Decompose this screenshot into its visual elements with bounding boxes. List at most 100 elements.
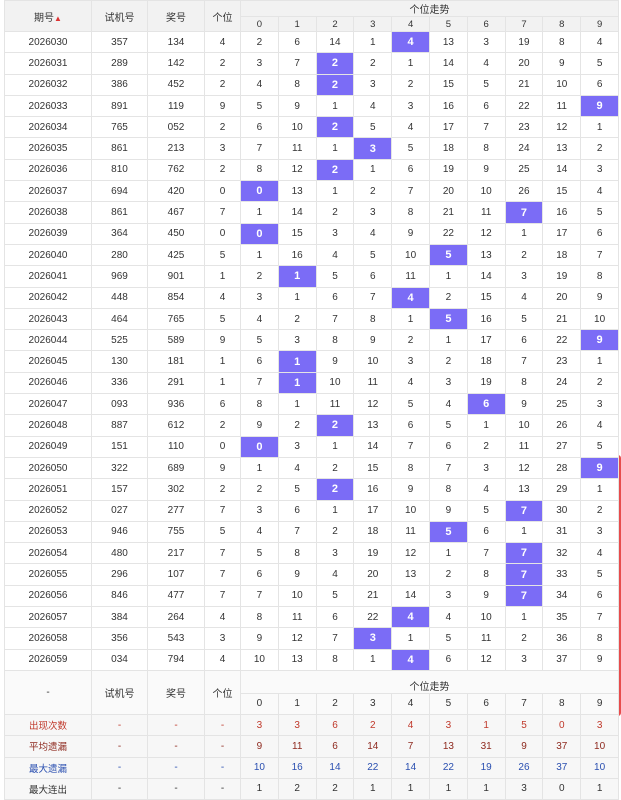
omission-cell: 8 — [277, 542, 317, 565]
omission-cell: 11 — [277, 137, 317, 160]
omission-cell: 16 — [428, 94, 468, 118]
unit-digit-cell: 2 — [204, 478, 241, 501]
table-row: 2026057 384 264 4 8 11 6 22 4 4 10 1 35 7 — [4, 606, 620, 629]
test-number-cell: 448 — [91, 286, 148, 309]
unit-digit-cell: 5 — [204, 520, 241, 544]
omission-cell: 15 — [353, 456, 393, 480]
stat-value: 1 — [391, 777, 430, 800]
omission-cell: 4 — [277, 456, 317, 480]
stat-dash: - — [91, 713, 148, 737]
stat-value: 4 — [391, 713, 430, 737]
table-row: 2026044 525 589 9 5 3 8 9 2 1 17 6 22 9 — [4, 329, 620, 352]
omission-cell: 36 — [542, 627, 582, 650]
omission-cell: 6 — [391, 414, 430, 437]
period-header-label: 期号 — [34, 12, 55, 24]
prize-number-cell: 110 — [147, 435, 205, 458]
digit-header-8: 8 — [542, 16, 582, 32]
hit-cell: 9 — [580, 456, 620, 480]
omission-cell: 16 — [353, 478, 393, 501]
omission-cell: 9 — [466, 584, 506, 608]
omission-cell: 4 — [466, 478, 506, 501]
unit-digit-cell: 4 — [204, 606, 241, 629]
omission-cell: 3 — [240, 499, 279, 522]
test-number-cell: 810 — [91, 158, 148, 182]
omission-cell: 7 — [580, 243, 620, 267]
omission-cell: 5 — [353, 243, 393, 267]
omission-cell: 4 — [504, 286, 544, 309]
omission-cell: 16 — [277, 243, 317, 267]
stat-dash: - — [147, 735, 205, 758]
table-row: 2026051 157 302 2 2 5 2 16 9 8 4 13 29 1 — [4, 478, 620, 501]
omission-cell: 10 — [466, 180, 506, 203]
omission-cell: 8 — [466, 137, 506, 160]
period-cell: 2026040 — [4, 243, 92, 267]
prize-number-cell: 142 — [147, 52, 205, 75]
stat-value: 14 — [391, 756, 430, 779]
omission-cell: 6 — [277, 499, 317, 522]
stat-value: 6 — [315, 713, 355, 737]
omission-cell: 8 — [542, 30, 582, 54]
omission-cell: 8 — [428, 478, 468, 501]
omission-cell: 9 — [542, 52, 582, 75]
omission-cell: 9 — [315, 350, 355, 373]
test-number-cell: 891 — [91, 94, 148, 118]
omission-cell: 21 — [542, 307, 582, 331]
omission-cell: 4 — [580, 542, 620, 565]
test-number-cell: 289 — [91, 52, 148, 75]
omission-cell: 7 — [580, 606, 620, 629]
hit-cell: 4 — [391, 286, 430, 309]
omission-cell: 20 — [542, 286, 582, 309]
unit-digit-cell: 2 — [204, 116, 241, 139]
omission-cell: 5 — [580, 563, 620, 586]
sort-arrows-icon[interactable]: ▲ — [54, 13, 62, 23]
omission-cell: 12 — [542, 116, 582, 139]
omission-cell: 12 — [504, 456, 544, 480]
omission-cell: 10 — [240, 648, 279, 671]
table-row: 2026041 969 901 1 2 1 5 6 11 1 14 3 19 8 — [4, 265, 620, 288]
table-row: 2026052 027 277 7 3 6 1 17 10 9 5 7 30 2 — [4, 499, 620, 522]
stat-dash: - — [91, 777, 148, 800]
stat-value: 7 — [391, 735, 430, 758]
omission-cell: 10 — [277, 584, 317, 608]
hit-cell: 5 — [428, 307, 468, 331]
prize-number-cell: 543 — [147, 627, 205, 650]
omission-cell: 21 — [504, 73, 544, 96]
omission-cell: 8 — [353, 307, 393, 331]
footer-digit-5: 5 — [428, 692, 468, 715]
omission-cell: 5 — [240, 542, 279, 565]
stat-dash: - — [204, 756, 241, 779]
omission-cell: 3 — [353, 201, 393, 224]
omission-cell: 5 — [315, 584, 355, 608]
footer-unit-label: 个位 — [204, 669, 241, 715]
omission-cell: 10 — [353, 350, 393, 373]
footer-trend-label: 个位走势 — [239, 669, 620, 694]
period-cell: 2026043 — [4, 307, 92, 331]
unit-digit-cell: 9 — [204, 329, 241, 352]
omission-cell: 2 — [580, 371, 620, 395]
omission-cell: 22 — [542, 329, 582, 352]
footer-test-label: 试机号 — [91, 669, 148, 715]
omission-cell: 2 — [391, 73, 430, 96]
omission-cell: 4 — [466, 52, 506, 75]
stat-label: 出现次数 — [4, 713, 92, 737]
omission-cell: 4 — [580, 30, 620, 54]
period-column-header[interactable]: 期号▲ — [4, 0, 92, 32]
omission-cell: 7 — [277, 520, 317, 544]
omission-cell: 5 — [277, 478, 317, 501]
omission-cell: 5 — [240, 94, 279, 118]
omission-cell: 14 — [277, 201, 317, 224]
omission-cell: 2 — [353, 180, 393, 203]
omission-cell: 8 — [580, 627, 620, 650]
period-cell: 2026032 — [4, 73, 92, 96]
omission-cell: 1 — [580, 478, 620, 501]
period-cell: 2026030 — [4, 30, 92, 54]
period-cell: 2026049 — [4, 435, 92, 458]
omission-cell: 1 — [504, 520, 544, 544]
prize-number-cell: 467 — [147, 201, 205, 224]
period-cell: 2026038 — [4, 201, 92, 224]
omission-cell: 1 — [391, 52, 430, 75]
table-row: 2026033 891 119 9 5 9 1 4 3 16 6 22 11 9 — [4, 94, 620, 118]
unit-digit-cell: 7 — [204, 542, 241, 565]
omission-cell: 18 — [466, 350, 506, 373]
test-number-cell: 322 — [91, 456, 148, 480]
